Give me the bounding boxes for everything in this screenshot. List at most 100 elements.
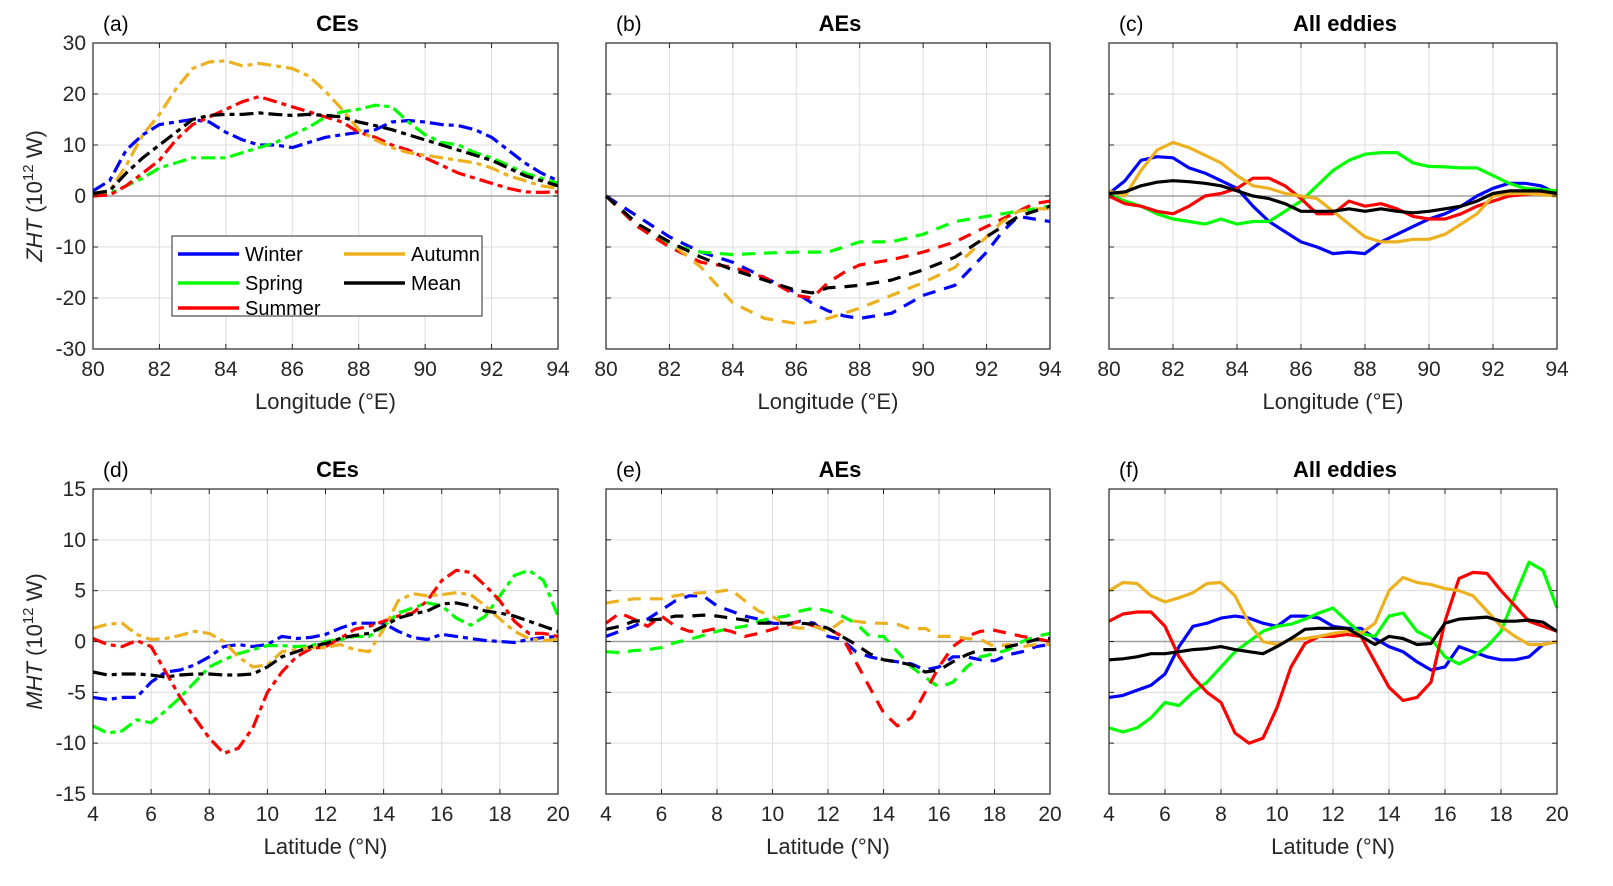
series-line-autumn [1108,575,1558,647]
series-line-autumn [604,194,1050,326]
x-tick-label: 4 [87,803,99,826]
x-tick-label: 14 [372,803,396,826]
x-tick-label: 82 [1161,358,1184,381]
legend-item-winter: Winter [178,244,303,266]
x-tick-label: 14 [1377,803,1401,826]
x-tick-label: 18 [1489,803,1512,826]
legend: Winter Spring Summer Autumn Mean [171,235,483,320]
series-line-spring [1108,151,1558,226]
y-tick-label: -20 [56,287,86,310]
y-tick-label: -30 [56,338,86,361]
x-tick-label: 92 [975,358,998,381]
series-line-mean [1108,615,1558,662]
y-tick-label: 20 [63,83,86,106]
series-line-summer [1108,570,1558,745]
x-tick-label: 88 [848,358,871,381]
x-tick-label: 90 [413,358,436,381]
series-line-winter [92,117,559,193]
x-tick-label: 10 [1265,803,1288,826]
y-axis-unit: (10 [22,624,47,662]
x-tick-label: 20 [1545,803,1568,826]
series-line-mean [92,601,559,679]
x-tick-label: 92 [1481,358,1504,381]
legend-item-autumn: Autumn [344,244,480,266]
y-axis-variable: ZHT [22,217,47,262]
panel-title: AEs [819,11,862,36]
panel-f: 4 6 8 10 12 14 16 18 20 Latitude (°N) (f) All eddie… [1103,457,1569,859]
series-line-summer [605,611,1051,728]
x-axis-label: Latitude (°N) [766,834,890,859]
panel-title: CEs [316,457,359,482]
x-tick-label: 80 [1097,358,1120,381]
x-tick-label: 82 [658,358,681,381]
series-line-winter [1108,155,1558,256]
y-axis-unit-tail: W) [22,130,47,164]
x-tick-label: 86 [1289,358,1312,381]
y-tick-label: 15 [63,478,86,501]
x-axis-label: Longitude (°E) [1263,389,1404,414]
x-tick-label: 88 [1353,358,1376,381]
x-tick-label: 18 [983,803,1006,826]
y-axis-exponent: 12 [20,607,37,624]
x-tick-label: 84 [1225,358,1249,381]
panel-e: 4 6 8 10 12 14 16 18 20 Latitude (°N) (e) AEs [600,457,1062,859]
x-tick-label: 12 [314,803,337,826]
y-tick-label: 10 [63,134,86,157]
series-line-spring [605,606,1051,689]
x-tick-label: 12 [1321,803,1344,826]
series-line-autumn [605,587,1050,649]
x-tick-label: 94 [546,358,570,381]
x-tick-label: 20 [1038,803,1061,826]
x-tick-label: 6 [656,803,668,826]
series-line-winter [1108,614,1558,699]
legend-item-summer: Summer [178,298,321,320]
panel-label: (f) [1119,459,1139,482]
y-axis-label: MHT (1012 W) [20,573,47,709]
x-tick-label: 10 [256,803,279,826]
legend-label: Winter [245,244,303,266]
x-axis-label: Latitude (°N) [264,834,388,859]
panel-a: 80 82 84 86 88 90 92 94 -30 -20 -10 0 10 20 30 Longitud… [20,11,570,414]
series-line-summer [92,568,559,755]
x-tick-label: 94 [1545,358,1569,381]
x-tick-label: 8 [203,803,215,826]
x-tick-label: 4 [600,803,612,826]
panel-title: All eddies [1293,11,1397,36]
series-line-mean [604,194,1051,295]
series-line-summer [92,94,559,198]
panel-b: 80 82 84 86 88 90 92 94 Longitude (°E) (b) AEs [594,11,1062,414]
series-line-summer [1108,176,1558,221]
x-tick-label: 4 [1103,803,1115,826]
series-line-winter [605,594,1051,672]
x-tick-label: 12 [816,803,839,826]
x-tick-label: 88 [347,358,370,381]
panel-label: (c) [1119,13,1144,36]
legend-label: Mean [411,273,461,295]
y-tick-label: 5 [74,580,86,603]
panel-label: (d) [103,459,129,482]
y-axis-variable: MHT [22,661,47,710]
x-tick-label: 84 [214,358,238,381]
x-axis-label: Longitude (°E) [255,389,396,414]
y-tick-label: -15 [56,783,86,806]
y-tick-label: 10 [63,529,86,552]
x-tick-label: 80 [594,358,617,381]
x-tick-label: 18 [488,803,511,826]
y-tick-label: -10 [56,732,86,755]
x-axis-label: Longitude (°E) [758,389,899,414]
legend-label: Summer [245,298,321,320]
legend-box [171,235,483,317]
x-tick-label: 86 [785,358,808,381]
legend-label: Spring [245,273,303,295]
x-tick-label: 92 [480,358,503,381]
x-tick-label: 80 [81,358,104,381]
legend-item-spring: Spring [178,273,303,295]
y-tick-label: 0 [74,185,86,208]
x-tick-label: 8 [1215,803,1227,826]
series-line-mean [1108,179,1558,215]
panel-title: All eddies [1293,457,1397,482]
x-tick-label: 20 [546,803,569,826]
x-tick-label: 8 [711,803,723,826]
series-line-spring [1108,560,1559,734]
